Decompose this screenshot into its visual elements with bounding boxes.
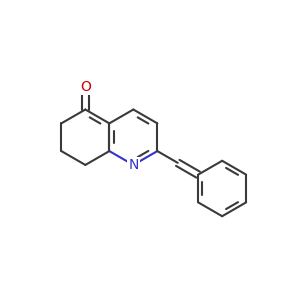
Text: N: N xyxy=(128,158,139,172)
Text: O: O xyxy=(80,80,91,94)
